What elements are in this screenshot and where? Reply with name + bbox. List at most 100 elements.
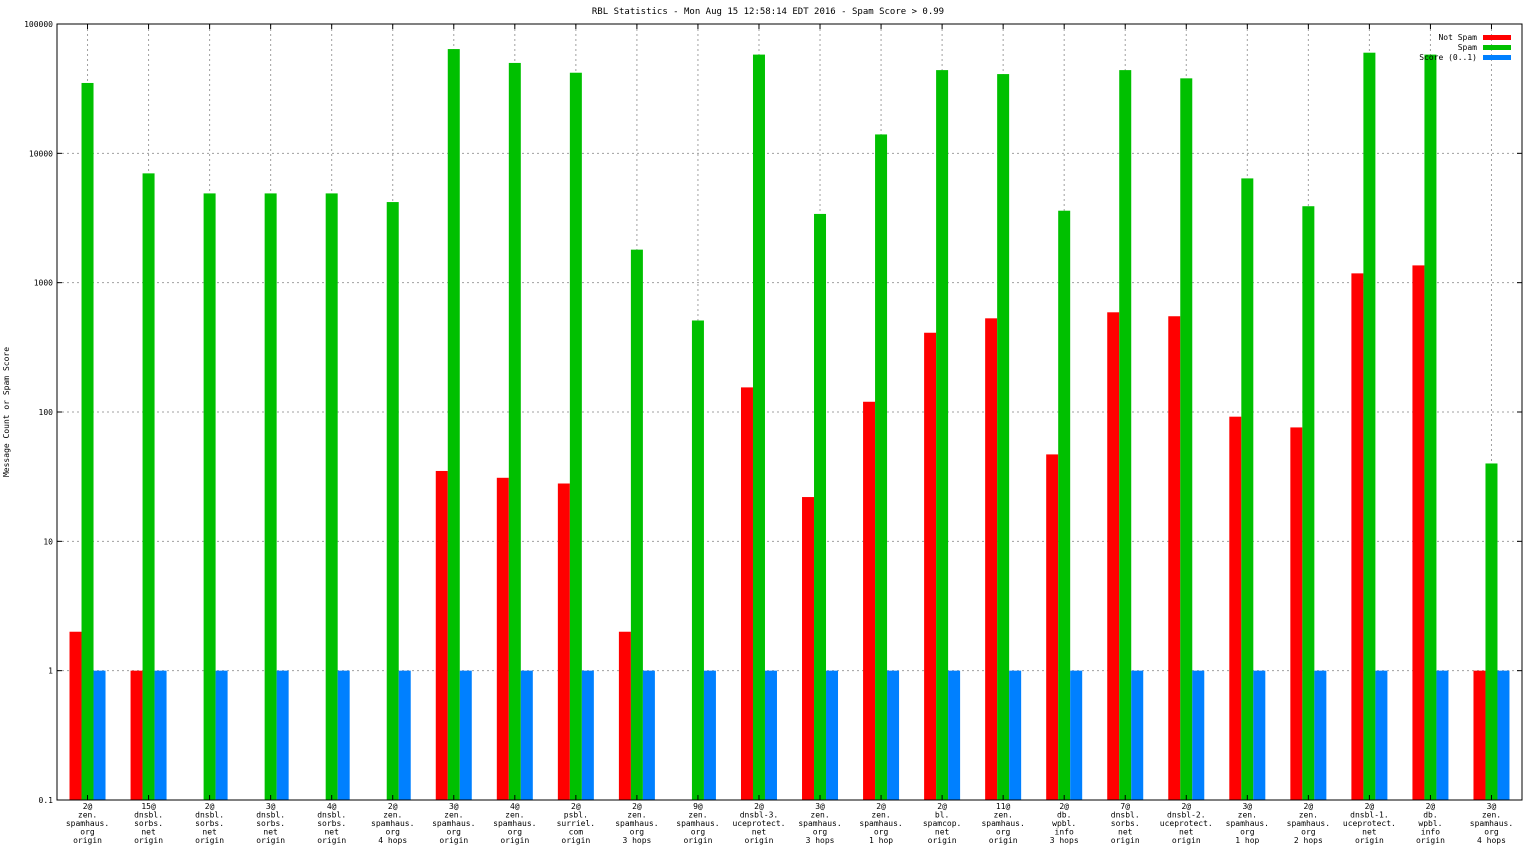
y-tick-label: 100000 (24, 20, 53, 29)
x-category-label: org (386, 828, 401, 837)
x-category-label: db. (1423, 811, 1437, 820)
y-tick-label: 100 (39, 408, 54, 417)
x-category-label: wpbl. (1052, 819, 1076, 828)
x-category-label: 2@ (388, 802, 398, 811)
bar-score-0-1 (520, 670, 533, 800)
bar-spam (203, 193, 216, 800)
x-category-label: org (447, 828, 462, 837)
bar-not-spam (1107, 312, 1120, 800)
x-category-label: 2@ (632, 802, 642, 811)
x-category-label: origin (500, 836, 529, 845)
x-category-label: dnsbl-3. (740, 811, 779, 820)
x-category-label: 4 hops (378, 836, 407, 845)
x-category-label: origin (317, 836, 346, 845)
bar-spam (447, 49, 460, 801)
x-category-label: org (80, 828, 95, 837)
x-category-label: net (1179, 828, 1194, 837)
x-category-label: wpbl. (1418, 819, 1442, 828)
x-category-label: com (569, 828, 584, 837)
x-category-label: zen. (627, 811, 646, 820)
x-category-label: 3@ (266, 802, 276, 811)
x-category-label: dnsbl. (1111, 811, 1140, 820)
x-category-label: zen. (871, 811, 890, 820)
x-category-label: org (1301, 828, 1316, 837)
legend-label: Not Spam (1438, 33, 1477, 42)
x-category-label: zen. (78, 811, 97, 820)
x-category-label: bl. (935, 811, 949, 820)
x-category-label: origin (1172, 836, 1201, 845)
x-category-label: origin (1416, 836, 1445, 845)
x-category-label: 2@ (937, 802, 947, 811)
x-category-label: spamhaus. (676, 819, 719, 828)
x-category-label: net (324, 828, 339, 837)
x-category-label: origin (928, 836, 957, 845)
x-category-label: net (263, 828, 278, 837)
bar-not-spam (1412, 265, 1425, 800)
bar-score-0-1 (1375, 670, 1388, 800)
bar-not-spam (435, 470, 448, 800)
x-category-label: origin (439, 836, 468, 845)
x-category-label: org (691, 828, 706, 837)
x-category-label: 1 hop (869, 836, 893, 845)
bar-spam (752, 54, 765, 801)
bar-score-0-1 (1314, 670, 1327, 800)
x-category-label: net (141, 828, 156, 837)
bar-score-0-1 (581, 670, 594, 800)
bar-score-0-1 (1192, 670, 1205, 800)
bar-not-spam (985, 318, 998, 800)
x-category-label: zen. (688, 811, 707, 820)
x-category-label: spamhaus. (981, 819, 1024, 828)
bar-score-0-1 (459, 670, 472, 800)
x-category-label: dnsbl-2. (1167, 811, 1206, 820)
x-category-label: dnsbl. (195, 811, 224, 820)
y-tick-label: 10 (43, 537, 53, 546)
y-tick-label: 10000 (29, 149, 53, 158)
x-category-label: 4@ (510, 802, 520, 811)
bar-spam (1119, 70, 1132, 800)
x-category-label: spamhaus. (1226, 819, 1269, 828)
x-category-label: 4@ (327, 802, 337, 811)
x-category-label: 3 hops (806, 836, 835, 845)
x-category-label: origin (73, 836, 102, 845)
x-category-label: info (1421, 828, 1440, 837)
x-category-label: 3 hops (622, 836, 651, 845)
bar-spam (997, 74, 1010, 800)
x-category-label: 2@ (1304, 802, 1314, 811)
bar-not-spam (130, 670, 143, 800)
x-category-label: net (1362, 828, 1377, 837)
x-category-label: sorbs. (134, 819, 163, 828)
x-category-label: 2@ (1181, 802, 1191, 811)
bar-score-0-1 (1497, 670, 1510, 800)
bar-spam (814, 213, 827, 801)
x-category-label: origin (1111, 836, 1140, 845)
bar-not-spam (496, 477, 509, 800)
x-category-label: zen. (1482, 811, 1501, 820)
x-category-label: 4 hops (1477, 836, 1506, 845)
x-category-label: zen. (505, 811, 524, 820)
x-category-label: spamhaus. (66, 819, 109, 828)
bar-spam (1058, 210, 1071, 801)
bar-spam (508, 62, 521, 800)
x-category-label: net (935, 828, 950, 837)
x-category-label: org (508, 828, 523, 837)
bar-score-0-1 (1131, 670, 1144, 800)
x-category-label: db. (1057, 811, 1071, 820)
bar-spam (1485, 463, 1498, 800)
legend-label: Spam (1458, 43, 1477, 52)
bar-score-0-1 (764, 670, 777, 800)
bar-spam (936, 70, 949, 800)
x-category-label: origin (683, 836, 712, 845)
x-category-label: spamcop. (923, 819, 962, 828)
x-category-label: dnsbl. (317, 811, 346, 820)
bar-spam (1180, 78, 1193, 801)
bar-spam (1424, 54, 1437, 801)
bar-score-0-1 (1436, 670, 1449, 800)
chart-title: RBL Statistics - Mon Aug 15 12:58:14 EDT… (592, 7, 944, 17)
x-category-label: org (996, 828, 1011, 837)
bar-not-spam (924, 332, 937, 800)
x-category-label: 3@ (449, 802, 459, 811)
x-category-label: 2@ (205, 802, 215, 811)
x-category-label: 9@ (693, 802, 703, 811)
x-category-label: zen. (994, 811, 1013, 820)
